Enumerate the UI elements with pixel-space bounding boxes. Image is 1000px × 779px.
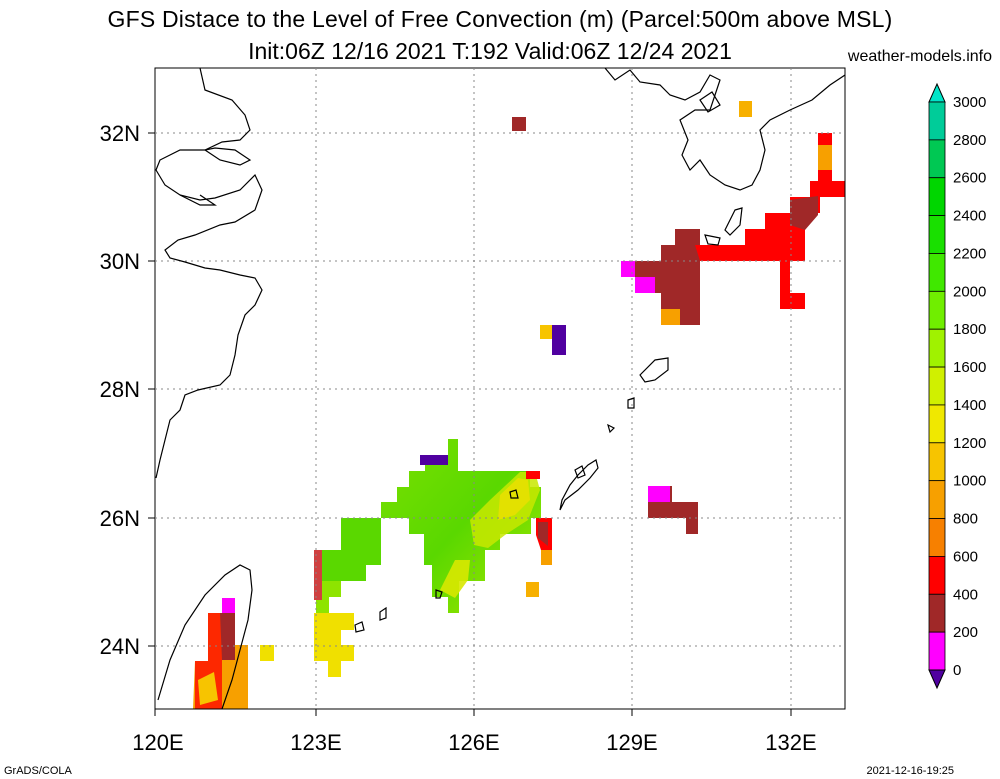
coastlines bbox=[155, 68, 845, 709]
purple-mid bbox=[552, 325, 566, 355]
colorbar-label: 1000 bbox=[953, 473, 986, 490]
lat-axis: 32N 30N 28N 26N 24N bbox=[100, 121, 140, 659]
colorbar-bottom-triangle bbox=[928, 669, 946, 690]
colorbar-label: 3000 bbox=[953, 94, 986, 111]
colorbar-swatch bbox=[928, 101, 946, 141]
colorbar-top-triangle bbox=[928, 82, 946, 103]
ne-orange-small bbox=[739, 101, 752, 117]
yellow-lower bbox=[440, 560, 470, 598]
yellow-core bbox=[498, 478, 530, 520]
ne-orange-top bbox=[818, 145, 832, 170]
yellow-small-tw bbox=[260, 645, 274, 661]
footer-credit: GrADS/COLA bbox=[4, 765, 72, 777]
colorbar-swatch bbox=[928, 253, 946, 292]
green-west bbox=[316, 518, 381, 581]
colorbar-label: 200 bbox=[953, 624, 978, 641]
colorbar-swatch bbox=[928, 328, 946, 368]
colorbar-swatch bbox=[928, 593, 946, 633]
colorbar-swatch bbox=[928, 631, 946, 671]
colorbar-swatch bbox=[928, 215, 946, 254]
colorbar-label: 1800 bbox=[953, 321, 986, 338]
colorbar-swatch bbox=[928, 442, 946, 482]
lat-tick-label: 32N bbox=[100, 121, 140, 146]
colorbar-label: 800 bbox=[953, 511, 978, 528]
red-small-top bbox=[526, 471, 540, 479]
green-west-south bbox=[316, 581, 341, 613]
lon-tick-label: 123E bbox=[290, 730, 341, 755]
lat-tick-label: 28N bbox=[100, 377, 140, 402]
colorbar-swatch bbox=[928, 556, 946, 595]
lon-tick-label: 120E bbox=[132, 730, 183, 755]
colorbar-label: 1200 bbox=[953, 435, 986, 452]
colorbar-label: 2800 bbox=[953, 132, 986, 149]
green-region bbox=[381, 439, 541, 613]
ne-orange-bottom bbox=[661, 309, 680, 325]
ne-brown-top bbox=[790, 196, 818, 230]
colorbar: 3000280026002400220020001800160014001200… bbox=[928, 82, 986, 690]
ne-magenta-2 bbox=[635, 277, 655, 293]
orange-mid bbox=[540, 325, 552, 339]
colorbar-label: 600 bbox=[953, 548, 978, 565]
chart-subtitle: Init:06Z 12/16 2021 T:192 Valid:06Z 12/2… bbox=[248, 38, 732, 64]
orange-small-1 bbox=[526, 582, 539, 597]
lat-tick-label: 26N bbox=[100, 506, 140, 531]
ne-brown-small bbox=[512, 117, 526, 131]
lon-tick-label: 129E bbox=[606, 730, 657, 755]
brown-right-central bbox=[538, 522, 548, 546]
site-credit: weather-models.info bbox=[847, 48, 992, 65]
grid-lines bbox=[155, 68, 845, 709]
colorbar-swatch bbox=[928, 404, 946, 444]
lon-tick-label: 126E bbox=[448, 730, 499, 755]
axis-ticks bbox=[148, 132, 792, 716]
red-west-edge bbox=[314, 550, 322, 600]
colorbar-label: 2200 bbox=[953, 245, 986, 262]
colorbar-swatch bbox=[928, 290, 946, 330]
ne-magenta bbox=[621, 261, 635, 277]
orange-right-central bbox=[541, 550, 552, 565]
colorbar-swatch bbox=[928, 139, 946, 179]
colorbar-swatch bbox=[928, 366, 946, 406]
yellow-west bbox=[314, 613, 354, 677]
taiwan-yellow bbox=[198, 672, 218, 705]
colorbar-label: 1400 bbox=[953, 397, 986, 414]
taiwan-brown bbox=[220, 613, 235, 660]
chart-title: GFS Distace to the Level of Free Convect… bbox=[107, 6, 893, 32]
colorbar-label: 400 bbox=[953, 586, 978, 603]
colorbar-swatch bbox=[928, 177, 946, 217]
colorbar-label: 2000 bbox=[953, 283, 986, 300]
footer-timestamp: 2021-12-16-19:25 bbox=[866, 765, 954, 777]
taiwan-magenta bbox=[222, 598, 235, 613]
shaded-field bbox=[193, 101, 845, 709]
magenta-east-26n bbox=[648, 486, 670, 502]
lon-tick-label: 132E bbox=[765, 730, 816, 755]
colorbar-label: 1600 bbox=[953, 359, 986, 376]
lat-tick-label: 30N bbox=[100, 249, 140, 274]
colorbar-label: 2600 bbox=[953, 170, 986, 187]
colorbar-swatch bbox=[928, 518, 946, 557]
lon-axis: 120E 123E 126E 129E 132E bbox=[132, 730, 816, 755]
lat-tick-label: 24N bbox=[100, 634, 140, 659]
ne-brown bbox=[621, 229, 700, 325]
colorbar-label: 0 bbox=[953, 662, 961, 679]
colorbar-swatch bbox=[928, 480, 946, 519]
colorbar-label: 2400 bbox=[953, 208, 986, 225]
purple-top bbox=[420, 455, 448, 465]
